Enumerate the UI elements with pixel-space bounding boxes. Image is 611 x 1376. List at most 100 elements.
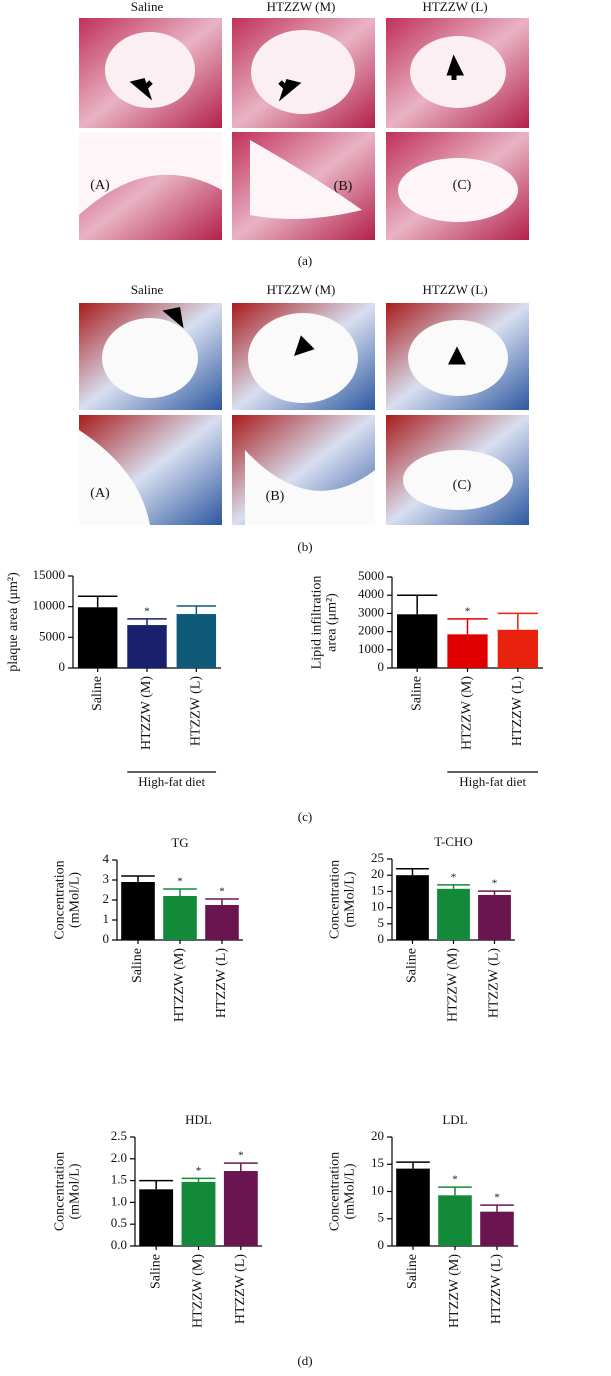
y-tick-label: 20 [371, 1128, 384, 1143]
significance-mark: * [238, 1150, 244, 1162]
bar [121, 882, 155, 940]
panel-caption: (a) [298, 253, 312, 268]
significance-mark: * [177, 876, 183, 888]
y-tick-label: 2000 [358, 623, 384, 638]
bar [139, 1189, 174, 1246]
y-axis-label: (mMol/L) [343, 871, 358, 927]
bar [163, 896, 197, 940]
y-tick-label: 2 [103, 891, 110, 906]
significance-mark: * [219, 886, 225, 898]
significance-mark: * [196, 1165, 202, 1177]
x-tick-label: HTZZW (L) [487, 948, 502, 1018]
y-tick-label: 25 [371, 850, 384, 865]
y-tick-label: 0 [378, 931, 385, 946]
y-tick-label: 0 [59, 659, 66, 674]
y-axis-label: Concentration [328, 1152, 343, 1231]
significance-mark: * [494, 1192, 500, 1204]
y-tick-label: 0 [378, 659, 385, 674]
significance-mark: * [465, 605, 471, 617]
y-axis-label: area (μm²) [325, 593, 340, 652]
bar [77, 607, 118, 668]
histology-b [79, 303, 529, 525]
bar [223, 1171, 258, 1246]
y-tick-label: 10000 [33, 598, 66, 613]
x-tick-label: Saline [405, 948, 420, 983]
y-axis-label: Concentration [53, 1152, 68, 1231]
x-tick-label: HTZZW (M) [446, 948, 461, 1022]
y-tick-label: 0.5 [111, 1215, 127, 1230]
bar [480, 1211, 514, 1246]
x-tick-label: HTZZW (L) [233, 1254, 248, 1324]
y-tick-label: 15000 [33, 567, 66, 582]
y-tick-label: 4 [103, 851, 110, 866]
y-axis-label: Concentration [328, 860, 343, 939]
y-tick-label: 2.5 [111, 1128, 127, 1143]
y-tick-label: 2.0 [111, 1150, 127, 1165]
chart-title: LDL [442, 1112, 467, 1127]
y-tick-label: 0.0 [111, 1237, 127, 1252]
y-tick-label: 10 [371, 899, 384, 914]
x-tick-label: HTZZW (M) [447, 1254, 462, 1328]
y-tick-label: 1 [103, 911, 110, 926]
y-tick-label: 20 [371, 866, 384, 881]
x-tick-label: HTZZW (M) [460, 676, 475, 750]
column-label: HTZZW (L) [422, 0, 487, 14]
panel-sublabel: (C) [453, 178, 472, 193]
x-tick-label: HTZZW (M) [172, 948, 187, 1022]
group-label: High-fat diet [459, 774, 526, 789]
column-label: HTZZW (L) [422, 282, 487, 297]
x-tick-label: HTZZW (L) [189, 676, 204, 746]
panel-caption: (d) [297, 1353, 312, 1368]
column-label: Saline [131, 282, 164, 297]
y-tick-label: 15 [371, 882, 384, 897]
bar [127, 625, 167, 668]
y-tick-label: 1.5 [111, 1172, 127, 1187]
x-tick-label: Saline [409, 676, 424, 711]
x-tick-label: HTZZW (M) [139, 676, 154, 750]
column-label: HTZZW (M) [267, 282, 336, 297]
column-label: Saline [131, 0, 164, 14]
x-tick-label: HTZZW (L) [510, 676, 525, 746]
panel-sublabel: (B) [266, 489, 285, 504]
bar [176, 614, 217, 668]
chart-title: TG [171, 835, 188, 850]
x-tick-label: HTZZW (L) [214, 948, 229, 1018]
bar [437, 888, 470, 940]
y-tick-label: 3000 [358, 604, 384, 619]
y-tick-label: 5 [378, 915, 385, 930]
chart-title: HDL [185, 1112, 212, 1127]
y-tick-label: 4000 [358, 586, 384, 601]
bar [438, 1195, 472, 1246]
y-tick-label: 5 [378, 1210, 385, 1225]
bar [497, 629, 538, 668]
bar [396, 875, 429, 940]
significance-mark: * [144, 605, 150, 617]
panel-caption: (c) [298, 809, 312, 824]
bar [205, 905, 239, 940]
bar [447, 634, 488, 668]
x-tick-label: Saline [148, 1254, 163, 1289]
chart-title: T-CHO [434, 834, 473, 849]
significance-mark: * [492, 878, 498, 890]
y-axis-label: (mMol/L) [343, 1163, 358, 1219]
bar [397, 614, 438, 668]
panel-sublabel: (C) [453, 478, 472, 493]
bar [181, 1181, 216, 1246]
x-tick-label: HTZZW (L) [489, 1254, 504, 1324]
y-tick-label: 0 [378, 1237, 385, 1252]
y-tick-label: 1000 [358, 641, 384, 656]
column-label: HTZZW (M) [267, 0, 336, 14]
x-tick-label: Saline [90, 676, 105, 711]
y-axis-label: plaque area (μm²) [6, 572, 21, 672]
y-axis-label: Lipid infiltration [310, 576, 325, 670]
bar [396, 1168, 430, 1246]
panel-sublabel: (A) [90, 178, 110, 193]
significance-mark: * [451, 871, 457, 883]
y-tick-label: 5000 [39, 628, 65, 643]
panel-sublabel: (B) [334, 179, 353, 194]
significance-mark: * [452, 1174, 458, 1186]
y-tick-label: 5000 [358, 568, 384, 583]
x-tick-label: Saline [130, 948, 145, 983]
y-tick-label: 0 [103, 931, 110, 946]
